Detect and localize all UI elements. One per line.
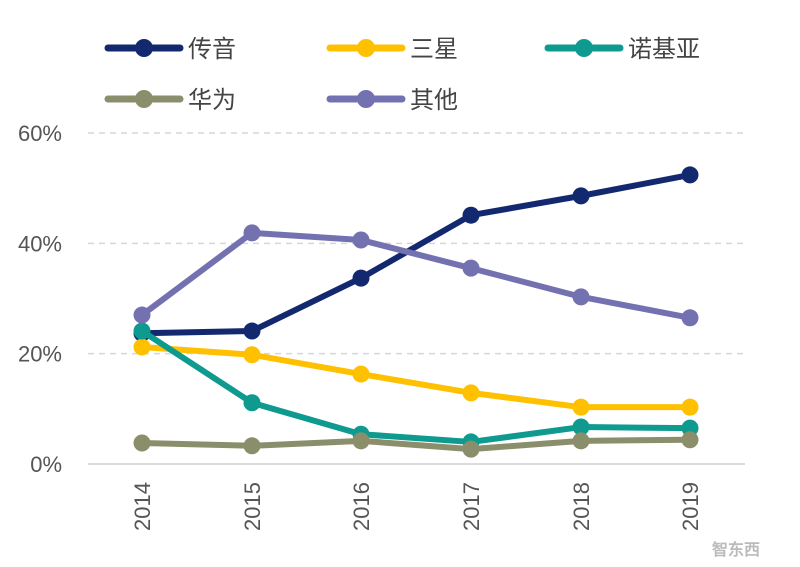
data-point xyxy=(352,432,370,450)
data-point xyxy=(352,365,370,383)
data-point xyxy=(133,434,151,452)
legend-label: 三星 xyxy=(410,35,458,63)
data-point xyxy=(462,259,480,277)
data-point xyxy=(243,346,261,364)
x-tick-label: 2019 xyxy=(678,482,703,531)
data-point xyxy=(462,384,480,402)
y-tick-label: 60% xyxy=(18,121,62,146)
y-tick-label: 40% xyxy=(18,231,62,256)
data-point xyxy=(572,418,590,436)
series-line xyxy=(141,344,690,411)
series-line xyxy=(141,436,691,453)
x-axis: 2014 2015 2016 2017 2018 2019 xyxy=(130,482,703,531)
series-1 xyxy=(133,338,699,416)
data-point xyxy=(681,431,699,449)
series-4 xyxy=(133,224,699,327)
data-point xyxy=(572,398,590,416)
legend-item: 华为 xyxy=(104,86,236,114)
legend-marker xyxy=(135,39,153,57)
data-point xyxy=(133,338,151,356)
legend-item: 其他 xyxy=(326,86,458,114)
x-tick-label: 2017 xyxy=(459,482,484,531)
legend-item: 三星 xyxy=(326,35,458,63)
data-point xyxy=(462,206,480,224)
legend-marker xyxy=(135,90,153,108)
series-lines xyxy=(133,166,699,458)
legend-marker xyxy=(575,39,593,57)
data-point xyxy=(352,269,370,287)
data-point xyxy=(243,224,261,242)
data-point xyxy=(681,166,699,184)
data-point xyxy=(243,322,261,340)
data-point xyxy=(352,231,370,249)
data-point xyxy=(681,398,699,416)
legend-label: 华为 xyxy=(188,86,236,114)
series-3 xyxy=(133,431,699,458)
series-line xyxy=(141,171,691,337)
legend-label: 诺基亚 xyxy=(628,35,700,63)
y-tick-label: 20% xyxy=(18,342,62,367)
y-tick-label: 0% xyxy=(30,452,62,477)
gridlines xyxy=(88,132,745,465)
data-point xyxy=(572,432,590,450)
legend-item: 传音 xyxy=(104,35,236,63)
legend-label: 其他 xyxy=(410,86,458,114)
data-point xyxy=(243,437,261,455)
y-axis: 0% 20% 40% 60% xyxy=(18,121,62,477)
data-point xyxy=(243,394,261,412)
data-point xyxy=(572,187,590,205)
series-line xyxy=(140,328,691,445)
series-line xyxy=(140,229,691,321)
watermark-logo: 智东西 xyxy=(712,540,760,559)
x-tick-label: 2018 xyxy=(569,482,594,531)
x-tick-label: 2015 xyxy=(240,482,265,531)
data-point xyxy=(133,322,151,340)
x-tick-label: 2016 xyxy=(349,482,374,531)
data-point xyxy=(462,440,480,458)
data-point xyxy=(681,309,699,327)
legend-label: 传音 xyxy=(188,35,236,63)
legend-marker xyxy=(357,90,375,108)
legend-marker xyxy=(357,39,375,57)
x-tick-label: 2014 xyxy=(130,482,155,531)
legend-item: 诺基亚 xyxy=(544,35,700,63)
data-point xyxy=(133,306,151,324)
data-point xyxy=(572,288,590,306)
